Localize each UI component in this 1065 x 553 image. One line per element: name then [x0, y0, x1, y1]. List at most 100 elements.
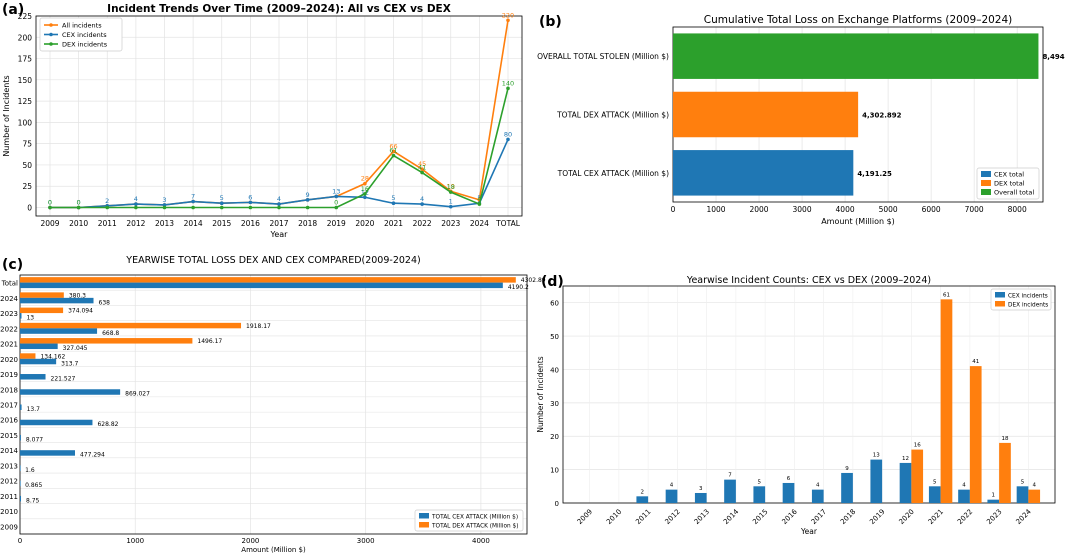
y-tick-label: 100 — [18, 118, 33, 127]
bar-value-label: 9 — [845, 466, 849, 472]
y-tick-label: 2020 — [0, 356, 18, 364]
x-tick-label: 2016 — [781, 507, 800, 526]
bar-value-label: 0.865 — [25, 482, 42, 489]
plot-frame — [19, 274, 528, 535]
data-label: 220 — [502, 11, 514, 19]
bar-value-label: 12 — [902, 456, 909, 462]
bar-cex — [899, 462, 912, 503]
legend-swatch — [981, 189, 991, 195]
bar-value-label: 13 — [26, 315, 34, 322]
y-tick-label: 50 — [550, 333, 559, 341]
bar-cex — [20, 343, 58, 350]
x-tick-label: 2019 — [327, 219, 346, 228]
bar-dex — [1028, 489, 1041, 503]
data-label: 0 — [48, 198, 52, 206]
bar-cex — [1016, 486, 1029, 503]
data-point — [219, 201, 224, 206]
y-tick-label: 20 — [550, 433, 559, 441]
chart-svg: (c) YEARWISE TOTAL LOSS DEX AND CEX COMPA… — [0, 255, 546, 553]
x-tick-label: 2009 — [576, 508, 594, 526]
bar-value-label: 8,494.142 — [1042, 53, 1065, 61]
y-tick-label: 2023 — [0, 310, 18, 318]
x-tick-label: 0 — [18, 537, 22, 545]
data-label: 5 — [391, 194, 395, 202]
bar-value-label: 8.75 — [26, 497, 40, 504]
bar-dex — [940, 299, 953, 503]
bar-cex — [841, 472, 853, 503]
data-label: 0 — [77, 198, 81, 206]
bar-value-label: 4302.89 — [521, 277, 546, 284]
data-label: 1 — [449, 198, 453, 206]
legend-label: CEX incidents — [1008, 294, 1048, 300]
data-point — [420, 170, 424, 175]
x-tick-label: 4000 — [836, 205, 855, 214]
data-point — [334, 205, 339, 210]
data-point — [363, 192, 367, 196]
bar-value-label: 13 — [873, 453, 880, 459]
x-tick-label: 7000 — [965, 205, 984, 214]
x-tick-label: 2022 — [413, 219, 432, 228]
x-tick-label: 4000 — [472, 537, 490, 545]
x-tick-label: 2011 — [98, 219, 117, 228]
bar-value-label: 638 — [99, 299, 111, 306]
data-point — [48, 205, 52, 210]
y-axis-label: Number of Incidents — [2, 75, 11, 156]
x-tick-label: 2023 — [441, 219, 460, 228]
bar-value-label: 61 — [943, 292, 950, 298]
legend-label: DEX total — [994, 180, 1025, 188]
data-label: 3 — [162, 196, 166, 204]
y-tick-label: 25 — [22, 182, 32, 191]
bar-cex — [20, 328, 98, 334]
y-tick-label: 2014 — [0, 447, 18, 455]
legend-label: DEX incidents — [1008, 303, 1048, 309]
legend-label: TOTAL CEX ATTACK (Million $) — [431, 515, 518, 521]
panel-label: (d) — [541, 274, 564, 290]
legend-marker — [49, 32, 53, 37]
data-point — [506, 137, 510, 142]
data-point — [448, 190, 453, 194]
x-tick-label: 2000 — [242, 537, 260, 545]
data-label: 0 — [48, 198, 52, 206]
legend-box — [976, 167, 1040, 200]
panel-label: (a) — [2, 2, 24, 18]
data-label: 61 — [389, 147, 397, 155]
x-tick-label: 2000 — [749, 205, 768, 214]
data-point — [162, 203, 167, 207]
legend-label: TOTAL DEX ATTACK (Million $) — [431, 524, 519, 530]
bar-value-label: 1496.17 — [197, 338, 222, 345]
bar-cex — [665, 489, 678, 503]
y-tick-label: 200 — [18, 33, 33, 42]
bar-value-label: 8.077 — [26, 436, 43, 443]
chart-title: Cumulative Total Loss on Exchange Platfo… — [704, 14, 1013, 26]
bar-value-label: 4,302.892 — [862, 112, 902, 120]
x-tick-label: 5000 — [879, 205, 898, 214]
data-label: 7 — [191, 193, 195, 201]
x-tick-label: 3000 — [357, 537, 375, 545]
bar-cex — [20, 282, 503, 289]
data-point — [134, 205, 138, 210]
bar-cex — [928, 486, 941, 503]
plot-frame — [35, 15, 523, 217]
data-label: 4 — [277, 195, 281, 203]
y-tick-label: TOTAL DEX ATTACK (Million $) — [556, 111, 669, 120]
y-tick-label: 125 — [18, 97, 33, 106]
x-tick-label: 2023 — [985, 508, 1003, 526]
bar — [673, 150, 854, 196]
data-point — [277, 205, 281, 210]
data-label: 4 — [420, 195, 424, 203]
y-tick-label: 2017 — [0, 402, 18, 410]
y-tick-label: 2011 — [0, 493, 18, 501]
x-tick-label: 8000 — [1008, 205, 1027, 214]
legend-label: CEX total — [994, 171, 1024, 179]
legend-marker — [49, 23, 53, 27]
bar-value-label: 1918.17 — [246, 323, 271, 330]
data-label: 66 — [389, 142, 397, 150]
legend-label: All incidents — [62, 22, 102, 30]
bar-value-label: 16 — [914, 443, 921, 449]
x-tick-label: 2012 — [126, 219, 145, 228]
data-label: 19 — [447, 182, 455, 190]
bar-value-label: 6 — [787, 476, 791, 482]
data-label: 5 — [477, 194, 481, 202]
chart-svg: (d) Yearwise Incident Counts: CEX vs DEX … — [536, 274, 1056, 536]
y-tick-label: Total — [1, 280, 18, 288]
